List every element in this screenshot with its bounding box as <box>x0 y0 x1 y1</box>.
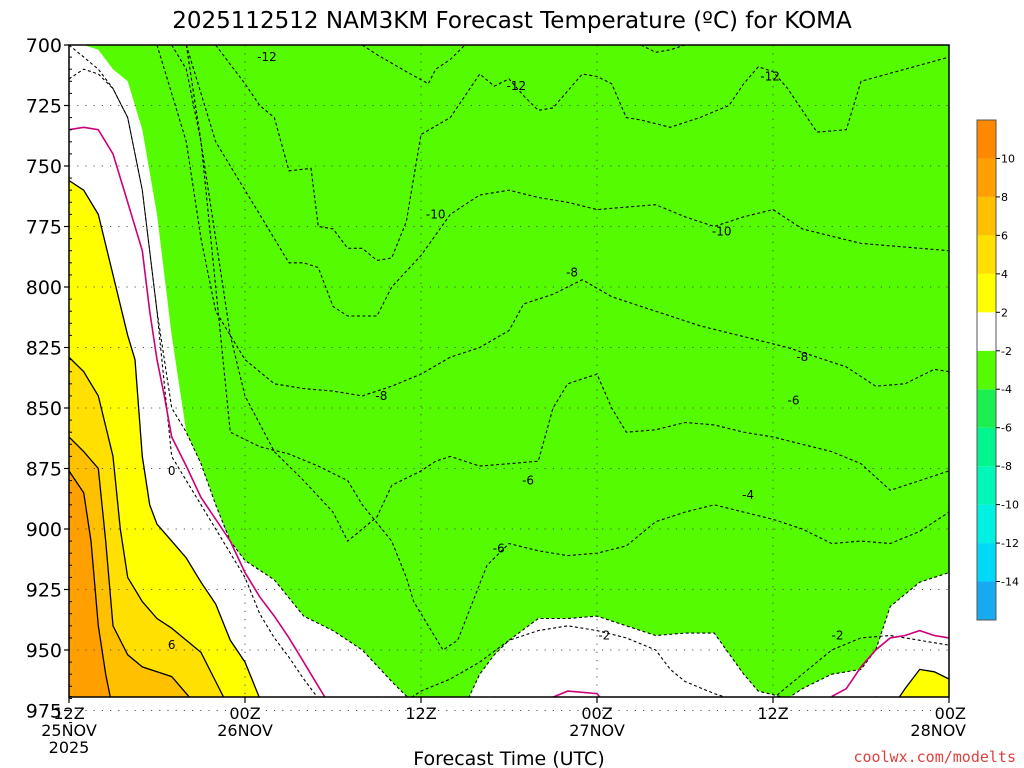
legend-tick-label: -8 <box>1001 460 1012 473</box>
solid-isotherm <box>69 436 224 697</box>
freezing-isotherm <box>69 126 326 697</box>
dashed-isotherm <box>640 45 686 53</box>
legend-tick-label: -4 <box>1001 383 1012 396</box>
x-tick-label: 26NOV <box>217 721 273 740</box>
x-tick-label: 28NOV <box>910 721 966 740</box>
x-tick-label: 25NOV <box>41 721 97 740</box>
legend-tick-label: -14 <box>1001 576 1019 589</box>
isotherm-contours <box>69 45 949 697</box>
contour-label: -8 <box>375 389 387 403</box>
dashed-isotherm <box>69 68 363 697</box>
solid-isotherm <box>69 179 260 697</box>
dashed-isotherm <box>156 45 949 397</box>
y-tick-label: 900 <box>26 519 62 541</box>
y-tick-label: 750 <box>26 156 62 178</box>
dashed-isotherm <box>361 45 466 85</box>
chart-title: 2025112512 NAM3KM Forecast Temperature (… <box>172 8 852 34</box>
legend-tick-label: 4 <box>1001 268 1008 281</box>
y-axis: 700 725 750 775 800 825 850 875 900 925 950 975 <box>26 35 72 724</box>
dashed-isotherm <box>185 45 949 317</box>
temp-region-7 <box>69 45 949 697</box>
x-tick-label: 12Z <box>405 704 436 723</box>
contour-labels: -12 -12 -12 -10 -10 -8 -8 -8 -6 -6 -6 -4 -2 -2 0 6 <box>168 50 844 652</box>
x-tick-label: 12Z <box>757 704 788 723</box>
legend-tick-label: 2 <box>1001 306 1008 319</box>
x-tick-label: 27NOV <box>569 721 625 740</box>
legend-swatch <box>977 235 996 274</box>
contour-label: -6 <box>493 541 505 555</box>
contour-label: -8 <box>796 350 808 364</box>
dashed-isotherm <box>171 45 949 542</box>
y-tick-label: 850 <box>26 398 62 420</box>
terrain <box>69 697 949 729</box>
contour-label: 6 <box>168 638 176 652</box>
legend-tick-label: -12 <box>1001 537 1019 550</box>
legend-tick-label: -6 <box>1001 422 1012 435</box>
contour-label: -4 <box>742 488 754 502</box>
legend-swatch <box>977 273 996 313</box>
legend-swatch <box>977 427 996 467</box>
y-tick-label: 775 <box>26 217 62 239</box>
legend-swatch <box>977 504 996 544</box>
legend-swatch <box>977 389 996 428</box>
color-legend: -14 -12 -10 -8 -6 -4 -2 2 4 6 8 10 <box>976 119 1019 621</box>
contour-label: -10 <box>426 207 446 221</box>
y-tick-label: 725 <box>26 96 62 118</box>
contour-label: -6 <box>788 394 800 408</box>
terrain-fill <box>69 697 949 729</box>
contour-label: -12 <box>507 79 527 93</box>
legend-swatch <box>977 120 996 159</box>
y-tick-label: 800 <box>26 277 62 299</box>
y-tick-label: 700 <box>26 35 62 57</box>
contour-label: -12 <box>760 69 780 83</box>
solid-isotherm <box>875 668 949 697</box>
legend-swatch <box>977 158 996 197</box>
legend-tick-label: 6 <box>1001 229 1008 242</box>
x-tick-label: 12Z <box>53 704 84 723</box>
freezing-isotherm <box>493 690 628 697</box>
y-tick-label: 925 <box>26 580 62 602</box>
freezing-isotherm <box>831 629 949 697</box>
x-tick-label: 2025 <box>49 738 90 757</box>
contour-label: -2 <box>598 628 610 642</box>
y-tick-label: 975 <box>26 701 62 723</box>
contour-label: 0 <box>168 464 176 478</box>
legend-swatch <box>977 312 996 351</box>
contour-label: -10 <box>712 224 732 238</box>
dashed-isotherm <box>185 45 949 651</box>
temp-region-11 <box>69 437 223 697</box>
contour-label: -2 <box>832 628 844 642</box>
solid-isotherm <box>69 356 239 697</box>
legend-swatch <box>977 350 996 390</box>
y-tick-label: 875 <box>26 459 62 481</box>
x-tick-label: 00Z <box>229 704 260 723</box>
temp-region-13 <box>875 669 949 697</box>
legend-swatch <box>977 581 996 620</box>
dashed-isotherm <box>215 45 949 261</box>
legend-tick-label: -2 <box>1001 345 1012 358</box>
y-tick-label: 825 <box>26 338 62 360</box>
legend-swatch <box>977 543 996 582</box>
contour-label: -8 <box>566 265 578 279</box>
dashed-isotherm <box>69 45 949 697</box>
legend-tick-label: 8 <box>1001 191 1008 204</box>
x-tick-label: 00Z <box>581 704 612 723</box>
legend-tick-label: 10 <box>1001 152 1015 165</box>
legend-tick-label: -10 <box>1001 499 1019 512</box>
contour-label: -12 <box>257 50 277 64</box>
y-tick-label: 950 <box>26 640 62 662</box>
solid-isotherm <box>69 470 121 697</box>
plot-frame <box>68 44 950 698</box>
x-tick-label: 00Z <box>935 704 966 723</box>
contour-label: -6 <box>522 474 534 488</box>
legend-swatch <box>977 196 996 236</box>
legend-frame <box>976 119 997 621</box>
credit-text: coolwx.com/modelts <box>853 748 1016 766</box>
temperature-field <box>69 45 949 697</box>
legend-swatch <box>977 466 996 505</box>
x-axis-label: Forecast Time (UTC) <box>413 748 604 768</box>
